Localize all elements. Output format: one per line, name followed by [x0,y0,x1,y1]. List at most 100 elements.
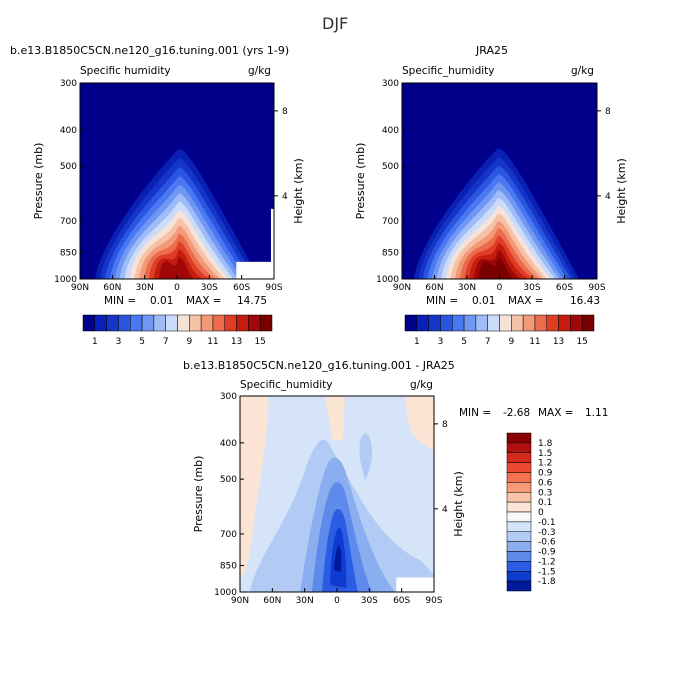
y2-axis-label: Height (km) [452,471,465,537]
colorbar1-label: 13 [231,337,242,347]
colorbar2-swatch [546,314,559,332]
colorbar3-swatch [506,432,532,444]
y-tick-label: 500 [220,475,237,485]
y-tick-label: 700 [60,217,77,227]
y-axis-label: Pressure (mb) [354,143,367,220]
colorbar3-swatch [506,452,532,463]
y2-tick-label: 8 [282,107,288,117]
colorbar2-swatch [581,314,595,332]
panel1-max-value: 14.75 [237,295,268,307]
colorbar3-label: 1.5 [538,449,552,459]
colorbar2-label: 5 [461,337,467,347]
colorbar2-swatch [487,314,500,332]
colorbar3-swatch [506,531,532,542]
colorbar1-label: 7 [163,337,169,347]
colorbar1-swatch [130,314,143,332]
contour-band-14 [158,257,204,279]
x-tick-label: 90S [588,283,605,293]
colorbar3-label: 1.8 [538,439,553,449]
colorbar3-swatch [506,482,532,493]
colorbar3-swatch [506,580,532,592]
colorbar2-swatch [440,314,453,332]
diff-patch-north [240,396,269,578]
colorbar1-swatch [212,314,225,332]
panel3-min-label: MIN = [459,407,492,419]
colorbar1-swatch [141,314,155,332]
y-axis-label: Pressure (mb) [32,143,45,220]
panel2-variable: Specific_humidity [402,65,495,77]
y-tick-label: 1000 [376,275,399,285]
y2-tick-label: 4 [442,505,448,515]
y2-axis-label: Height (km) [292,158,305,224]
y-tick-label: 300 [60,79,77,89]
diff-patch-south [405,396,434,450]
colorbar2-swatch [416,314,429,332]
x-tick-label: 60S [393,596,410,606]
y2-axis-label: Height (km) [615,158,628,224]
x-tick-label: 60S [556,283,573,293]
panel3-min-value: -2.68 [503,407,531,419]
colorbar3-swatch [506,551,532,562]
x-tick-label: 60S [233,283,250,293]
x-tick-label: 30N [136,283,154,293]
colorbar3-swatch [506,442,532,453]
y-tick-label: 700 [220,530,237,540]
x-tick-label: 30S [523,283,540,293]
x-tick-label: 90N [393,283,411,293]
diff-patch-upper [325,396,345,440]
panel2-field [402,83,597,279]
colorbar2-swatch [570,314,583,332]
colorbar2-swatch [404,314,418,332]
colorbar3-label: -1.5 [538,567,556,577]
x-tick-label: 60N [425,283,443,293]
colorbar3-label: -0.1 [538,518,556,528]
panel2-max-label: MAX = [508,295,544,307]
x-tick-label: 30N [296,596,314,606]
y-tick-label: 700 [382,217,399,227]
panel3-field [240,396,434,592]
colorbar1-swatch [177,314,190,332]
season-title: DJF [322,14,349,33]
y-tick-label: 850 [60,249,77,259]
y2-tick-label: 8 [605,107,611,117]
panel3-units: g/kg [410,379,433,391]
colorbar2-swatch [463,314,477,332]
x-tick-label: 90N [231,596,249,606]
colorbar3-label: 0.3 [538,488,552,498]
y-tick-label: 400 [60,126,77,136]
colorbar1-swatch [189,314,202,332]
colorbar2-label: 15 [576,337,587,347]
colorbar2-swatch [499,314,512,332]
y-tick-label: 850 [382,249,399,259]
y-tick-label: 1000 [54,275,77,285]
x-tick-label: 0 [497,283,503,293]
x-tick-label: 90N [71,283,89,293]
panel1-units: g/kg [248,65,271,77]
x-tick-label: 30S [201,283,218,293]
y-axis-label: Pressure (mb) [192,456,205,533]
colorbar2-label: 13 [553,337,564,347]
colorbar2-swatch [475,314,488,332]
y2-tick-label: 8 [442,420,448,430]
colorbar1-swatch [106,314,119,332]
panel3-max-label: MAX = [538,407,574,419]
colorbar3-label: 1.2 [538,459,552,469]
colorbar2-swatch [452,314,465,332]
colorbar1-label: 11 [207,337,218,347]
colorbar3-swatch [506,472,532,483]
colorbar1-label: 9 [186,337,192,347]
colorbar3-label: -0.9 [538,548,556,558]
panel1-field [80,83,274,279]
y-tick-label: 400 [220,439,237,449]
panel1-min-value: 0.01 [150,295,174,307]
colorbar1-swatch [236,314,249,332]
panel1-variable: Specific humidity [80,65,171,77]
colorbar3-swatch [506,501,532,513]
colorbar3-swatch [506,511,532,523]
colorbar3-label: -1.2 [538,557,556,567]
y-tick-label: 850 [220,562,237,572]
colorbar3-label: 0.9 [538,469,553,479]
colorbar1-swatch [94,314,107,332]
colorbar2-swatch [522,314,536,332]
